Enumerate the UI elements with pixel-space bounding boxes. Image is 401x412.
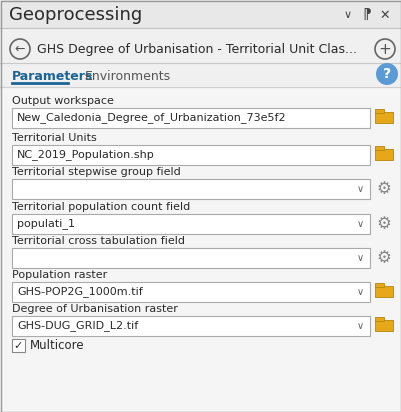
Bar [374, 286, 392, 297]
Text: Territorial cross tabulation field: Territorial cross tabulation field [12, 236, 184, 246]
Text: ∨: ∨ [356, 184, 363, 194]
Text: ?: ? [382, 67, 390, 81]
Text: +: + [378, 42, 391, 56]
Text: ∨: ∨ [356, 287, 363, 297]
Text: ⚙: ⚙ [376, 180, 391, 198]
Bar [12, 179, 369, 199]
Text: ⚙: ⚙ [376, 215, 391, 233]
Bar [374, 317, 383, 321]
Text: Territorial Units: Territorial Units [12, 133, 97, 143]
Bar [374, 146, 383, 150]
Text: ∨: ∨ [356, 253, 363, 263]
Bar [12, 145, 369, 165]
Text: Parameters: Parameters [12, 70, 93, 82]
Text: GHS-DUG_GRID_L2.tif: GHS-DUG_GRID_L2.tif [17, 321, 138, 331]
Bar [12, 339, 25, 352]
Text: Geoprocessing: Geoprocessing [9, 6, 142, 24]
Text: Territorial stepwise group field: Territorial stepwise group field [12, 167, 180, 177]
Text: populati_1: populati_1 [17, 218, 75, 229]
Text: Population raster: Population raster [12, 270, 107, 280]
Text: NC_2019_Population.shp: NC_2019_Population.shp [17, 150, 154, 160]
Bar [12, 108, 369, 128]
Text: ⁋: ⁋ [362, 7, 371, 21]
Text: ∨: ∨ [356, 219, 363, 229]
Text: ✓: ✓ [14, 340, 23, 351]
Bar [12, 316, 369, 336]
Text: Degree of Urbanisation raster: Degree of Urbanisation raster [12, 304, 177, 314]
Bar [374, 109, 383, 113]
Text: Environments: Environments [85, 70, 171, 82]
Bar [12, 248, 369, 268]
Text: ⚙: ⚙ [376, 249, 391, 267]
Bar [374, 283, 383, 287]
Text: Output workspace: Output workspace [12, 96, 113, 106]
Bar [12, 214, 369, 234]
Text: New_Caledonia_Degree_of_Urbanization_73e5f2: New_Caledonia_Degree_of_Urbanization_73e… [17, 112, 286, 124]
Bar [374, 149, 392, 160]
Text: ∨: ∨ [356, 321, 363, 331]
Text: Multicore: Multicore [30, 339, 85, 352]
Text: ∨: ∨ [343, 10, 351, 20]
Bar [374, 112, 392, 123]
Circle shape [375, 63, 397, 85]
Bar [12, 282, 369, 302]
Text: GHS-POP2G_1000m.tif: GHS-POP2G_1000m.tif [17, 287, 142, 297]
Text: GHS Degree of Urbanisation - Territorial Unit Clas...: GHS Degree of Urbanisation - Territorial… [37, 42, 356, 56]
Text: Territorial population count field: Territorial population count field [12, 202, 190, 212]
Bar [0, 87, 401, 412]
Bar [0, 0, 401, 28]
Bar [374, 320, 392, 331]
Text: ←: ← [15, 42, 25, 56]
Text: ✕: ✕ [379, 9, 389, 21]
